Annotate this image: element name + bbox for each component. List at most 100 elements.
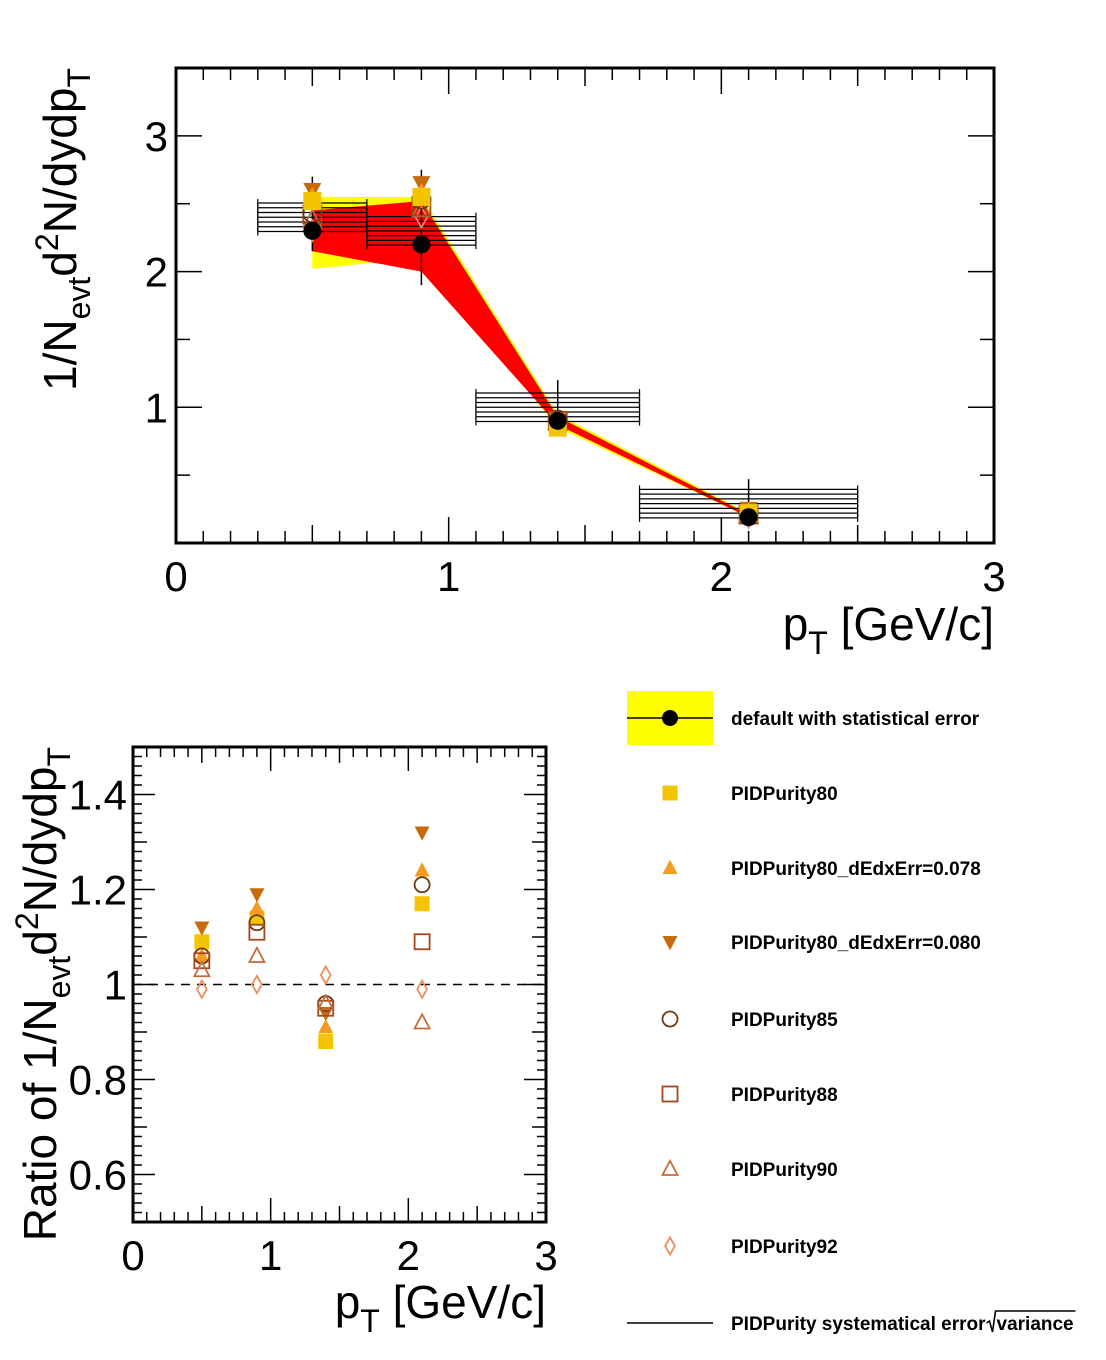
x-axis-unit: [GeV/c] xyxy=(380,1276,546,1328)
y-axis-text: d xyxy=(34,251,86,277)
ratio-point-filled-square xyxy=(318,1034,334,1049)
legend-entry-pidpurity88: PIDPurity88 xyxy=(661,1085,838,1106)
legend-label-text: PIDPurity systematical error xyxy=(731,1314,986,1335)
y-axis-text: Ratio of 1/N xyxy=(14,998,66,1241)
x-tick-label: 2 xyxy=(710,553,733,600)
legend-sqrt-argument: variance xyxy=(997,1314,1074,1335)
ratio-markers xyxy=(192,826,432,1049)
x-axis-subscript: T xyxy=(360,1303,380,1339)
ratio-point-open-circle xyxy=(248,914,266,932)
legend-marker xyxy=(661,1085,679,1103)
ratio-point-open-square xyxy=(413,933,431,951)
legend-marker xyxy=(662,710,678,726)
ratio-y-axis-title: Ratio of 1/Nevtd2N/dydpT xyxy=(9,747,77,1241)
data-point-filled-circle xyxy=(739,508,758,527)
legend-entry-default-with-statistical-error: default with statistical error xyxy=(627,691,980,745)
x-tick-label: 2 xyxy=(397,1232,420,1279)
legend-label: PIDPurity systematical error xyxy=(731,1314,986,1335)
ratio-axis-ticks xyxy=(132,747,547,1222)
legend-marker xyxy=(661,1158,679,1176)
x-tick-label: 3 xyxy=(982,553,1005,600)
spectrum-axis-ticks xyxy=(175,68,995,543)
ratio-point-open-diamond xyxy=(319,964,332,986)
ratio-point-open-diamond xyxy=(195,978,208,1000)
x-tick-label: 0 xyxy=(121,1232,144,1279)
ratio-tick-labels: 0 1 2 3 0.6 0.8 1 1.2 1.4 xyxy=(69,772,558,1280)
ratio-point-filled-square xyxy=(194,934,210,950)
ratio-point-open-diamond xyxy=(416,978,429,1000)
y-axis-text: N/dydp xyxy=(34,88,86,234)
legend-label: PIDPurity80_dEdxErr=0.080 xyxy=(731,933,981,954)
ratio-point-open-square xyxy=(193,952,211,970)
legend-label: PIDPurity92 xyxy=(731,1237,838,1258)
data-point-filled-square xyxy=(412,187,431,206)
spectrum-markers xyxy=(301,176,760,530)
spectrum-tick-labels: 0 1 2 3 1 2 3 xyxy=(145,113,1006,600)
ratio-point-open-triangle-up xyxy=(247,945,266,963)
ratio-point-filled-triangle-up xyxy=(414,862,430,877)
x-axis-subscript: T xyxy=(808,625,828,661)
ratio-point-open-triangle-up xyxy=(316,993,335,1011)
x-tick-label: 3 xyxy=(534,1232,557,1279)
ratio-point-open-diamond xyxy=(250,974,263,995)
y-axis-superscript: 2 xyxy=(29,233,65,251)
ratio-plot: 0 1 2 30.60.811.21.4 pT [GeV/c] Ratio of 1/… xyxy=(9,745,558,1339)
ratio-point-filled-triangle-up xyxy=(194,947,210,962)
legend-label-text: PIDPurity90 xyxy=(731,1160,838,1181)
ratio-point-filled-triangle-down xyxy=(194,921,210,936)
ratio-point-filled-triangle-down xyxy=(249,888,265,903)
ratio-x-axis-title: pT [GeV/c] xyxy=(335,1276,546,1339)
ratio-point-open-triangle-up xyxy=(192,960,211,978)
ratio-point-filled-triangle-up xyxy=(318,1019,334,1034)
x-axis-symbol: p xyxy=(783,598,809,650)
y-tick-label: 0.8 xyxy=(69,1057,127,1104)
legend-label-text: PIDPurity85 xyxy=(731,1010,838,1031)
legend-label: default with statistical error xyxy=(731,709,980,730)
y-tick-label: 1 xyxy=(104,962,127,1009)
legend-label-text: PIDPurity80_dEdxErr=0.078 xyxy=(731,859,981,880)
y-axis-text: d xyxy=(14,930,66,956)
y-tick-label: 2 xyxy=(145,249,168,296)
data-point-filled-circle xyxy=(548,411,567,430)
x-axis-symbol: p xyxy=(335,1276,361,1328)
legend-marker xyxy=(661,1010,679,1028)
y-axis-subscript: T xyxy=(61,68,97,88)
data-point-filled-square xyxy=(303,192,322,210)
data-point-filled-circle xyxy=(303,221,322,240)
ratio-point-filled-triangle-up xyxy=(249,900,265,915)
y-axis-text: 1/N xyxy=(34,319,86,391)
ratio-point-open-circle xyxy=(413,876,431,894)
y-tick-label: 1.4 xyxy=(69,772,127,819)
data-point-open-diamond xyxy=(414,205,429,230)
legend: default with statistical error PIDPurity8… xyxy=(627,691,1076,1335)
legend-entry-pidpurity92: PIDPurity92 xyxy=(664,1235,838,1258)
spectrum-x-axis-title: pT [GeV/c] xyxy=(783,598,994,661)
legend-label-text: PIDPurity80_dEdxErr=0.080 xyxy=(731,933,981,954)
y-axis-superscript: 2 xyxy=(9,912,45,930)
y-axis-subscript: T xyxy=(41,747,77,767)
legend-label-text: PIDPurity88 xyxy=(731,1085,838,1106)
legend-marker xyxy=(662,936,678,951)
legend-entry-pidpurity-systematical-error: PIDPurity systematical error variance xyxy=(627,1310,1076,1335)
x-tick-label: 1 xyxy=(437,553,460,600)
legend-label: PIDPurity80_dEdxErr=0.078 xyxy=(731,859,981,880)
legend-marker xyxy=(662,785,678,801)
legend-entry-pidpurity80-dedxerr-0-078: PIDPurity80_dEdxErr=0.078 xyxy=(662,859,981,880)
variance-error-band xyxy=(312,201,749,518)
spectrum-error-bars xyxy=(257,169,859,522)
y-axis-subscript: evt xyxy=(41,956,77,999)
y-axis-subscript: evt xyxy=(61,277,97,320)
ratio-point-filled-triangle-down xyxy=(414,826,430,841)
x-tick-label: 1 xyxy=(259,1232,282,1279)
sqrt-sign xyxy=(986,1310,1076,1333)
legend-entry-pidpurity90: PIDPurity90 xyxy=(661,1158,838,1181)
legend-marker xyxy=(664,1235,676,1257)
legend-entry-pidpurity80: PIDPurity80 xyxy=(662,784,838,805)
legend-entry-pidpurity85: PIDPurity85 xyxy=(661,1010,838,1031)
legend-label: PIDPurity85 xyxy=(731,1010,838,1031)
legend-label: PIDPurity80 xyxy=(731,784,838,805)
x-axis-unit: [GeV/c] xyxy=(828,598,994,650)
y-tick-label: 1 xyxy=(145,384,168,431)
